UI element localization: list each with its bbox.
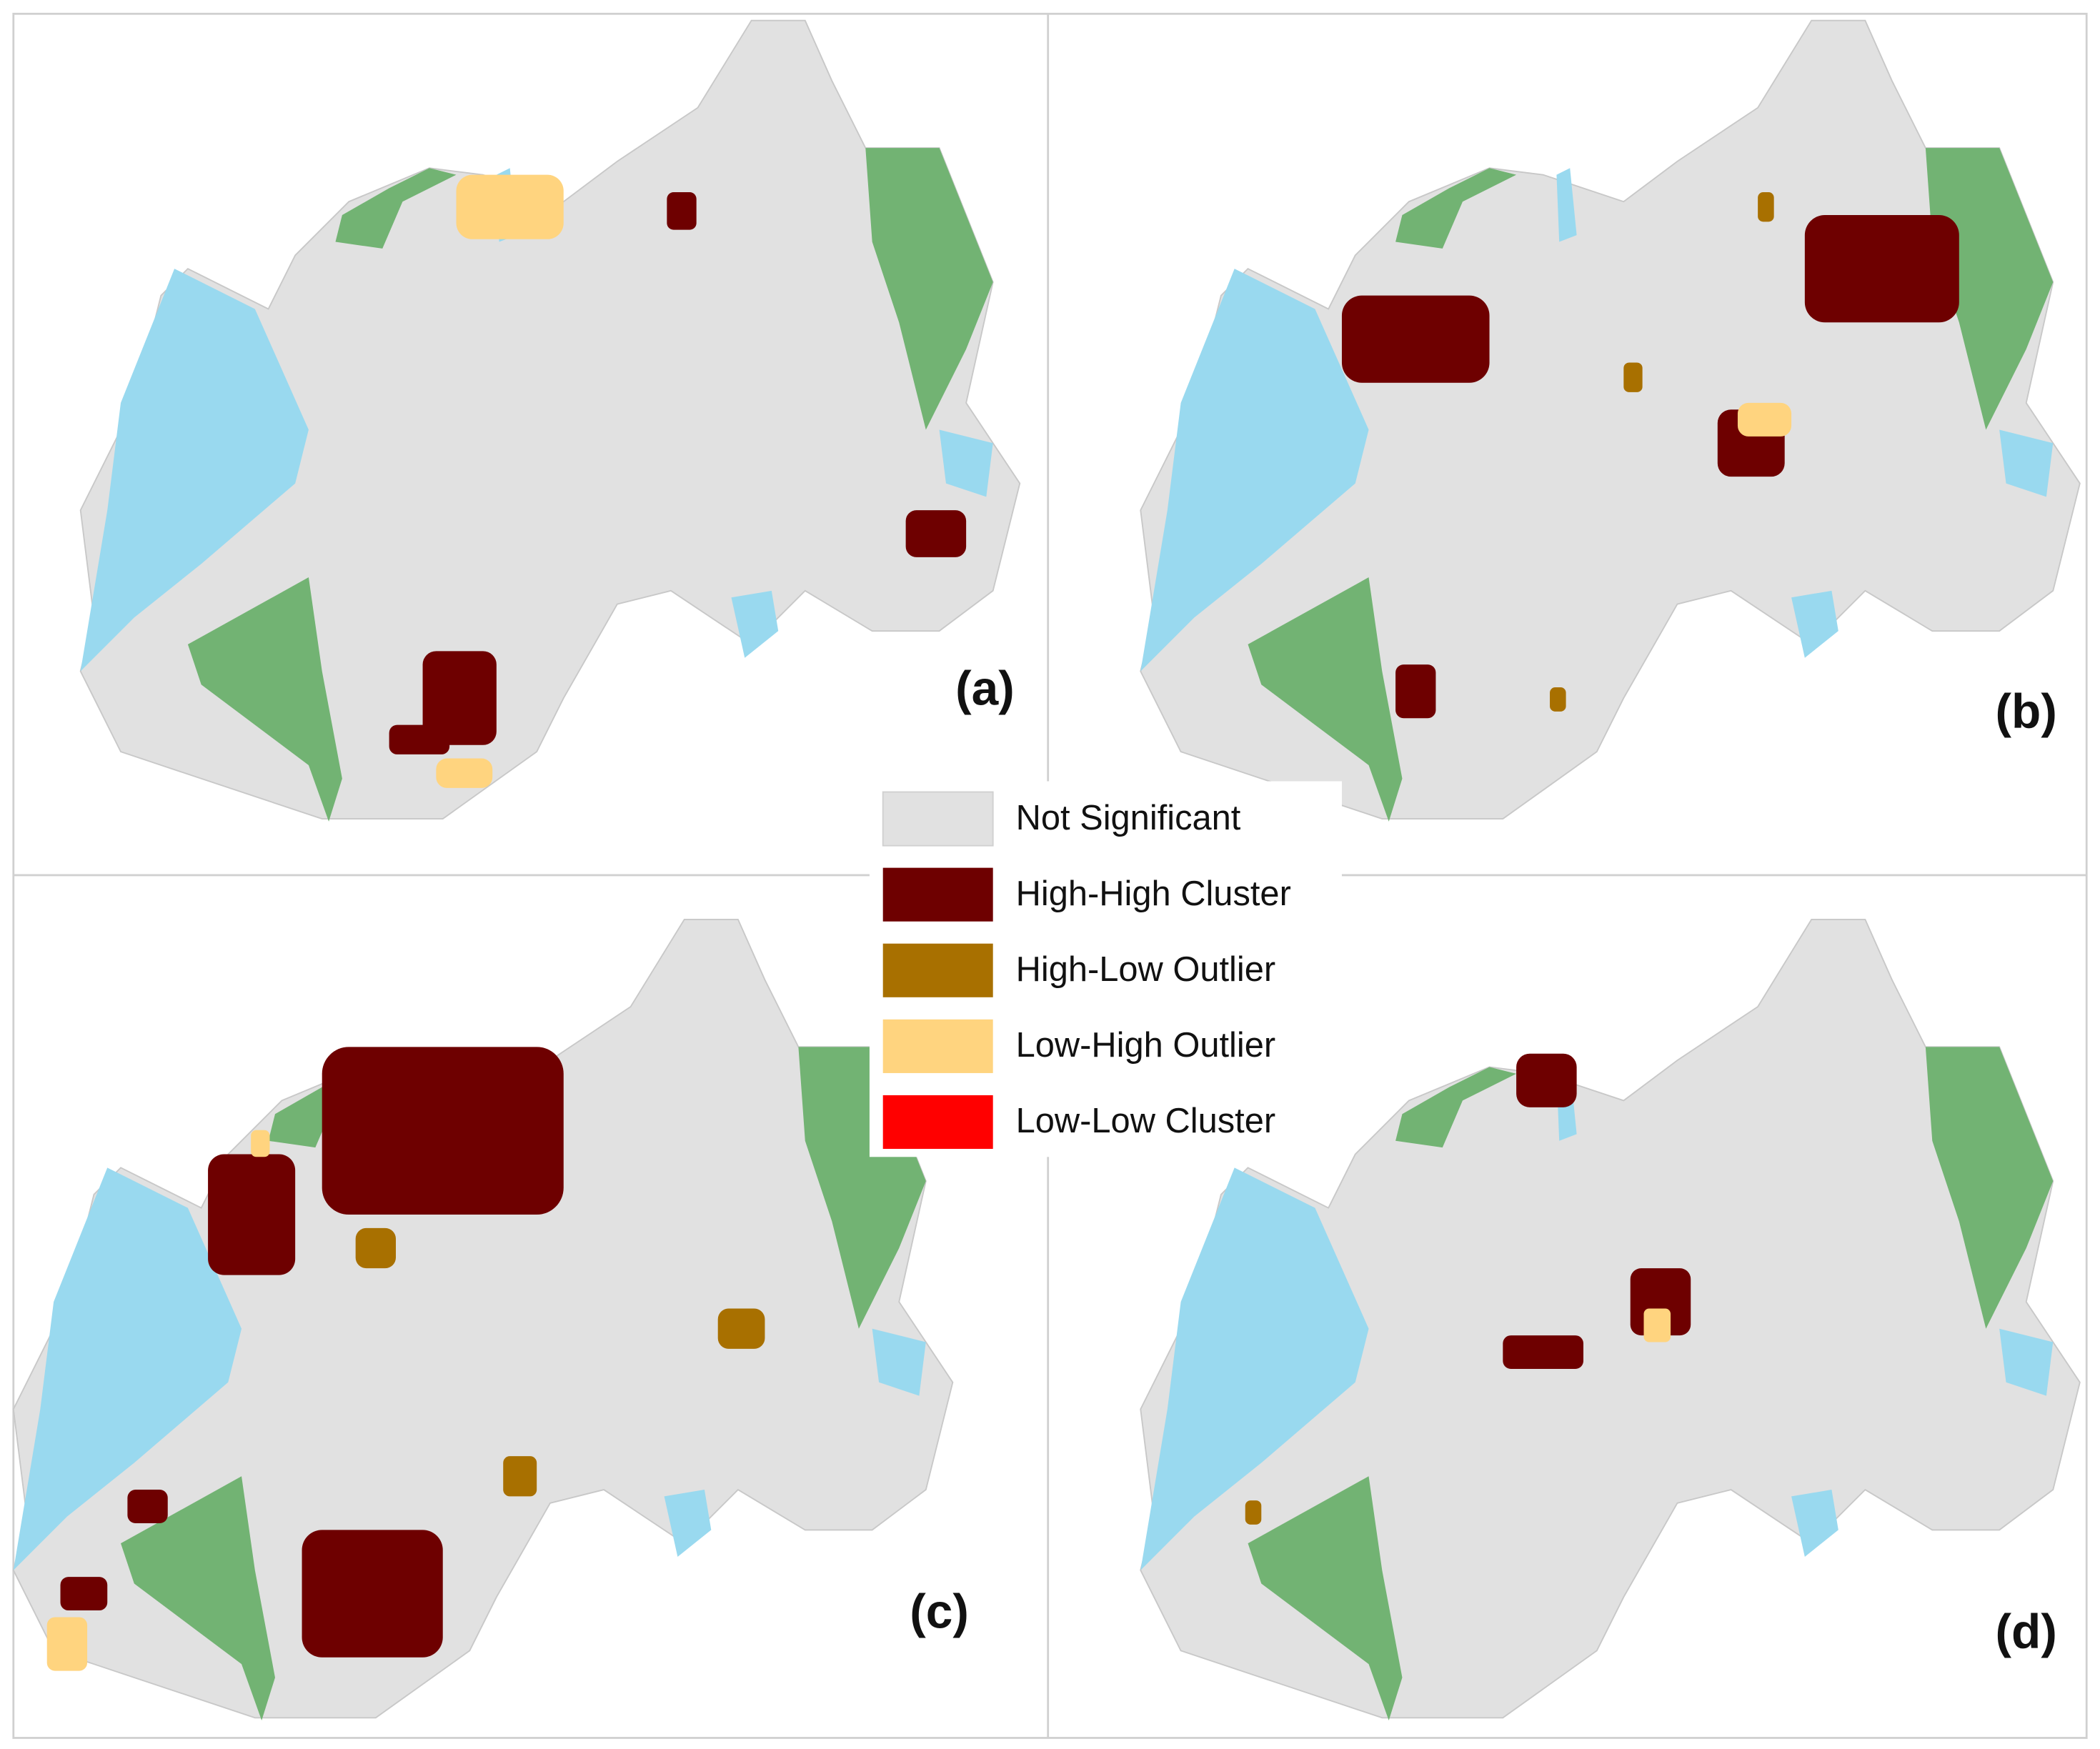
legend: Not Significant High-High Cluster High-Low…: [869, 781, 1342, 1157]
cluster-area: [1804, 214, 1959, 323]
cluster-area: [1737, 402, 1792, 437]
map-b: [1140, 19, 2081, 822]
map-a: [79, 19, 1021, 822]
cluster-area: [302, 1530, 443, 1658]
cluster-area: [503, 1456, 537, 1497]
cluster-area: [717, 1308, 765, 1349]
cluster-area: [322, 1047, 564, 1215]
panel-label: (a): [955, 662, 1015, 715]
legend-label: Low-High Outlier: [1016, 1026, 1276, 1065]
panel-label: (b): [1996, 684, 2057, 738]
legend-swatch: [882, 1095, 993, 1150]
legend-swatch: [882, 867, 993, 922]
legend-label: Not Significant: [1016, 799, 1241, 837]
cluster-area: [1395, 664, 1436, 719]
legend-label: High-High Cluster: [1016, 874, 1291, 913]
legend-label: Low-Low Cluster: [1016, 1102, 1276, 1140]
cluster-area: [355, 1227, 396, 1269]
cluster-area: [1758, 192, 1774, 222]
legend-label: High-Low Outlier: [1016, 950, 1276, 989]
legend-swatch: [882, 943, 993, 997]
cluster-area: [1503, 1335, 1583, 1370]
cluster-area: [127, 1490, 168, 1523]
cluster-area: [1341, 295, 1490, 383]
cluster-area: [1516, 1053, 1577, 1107]
map-d: [1140, 918, 2081, 1721]
cluster-area: [436, 758, 493, 788]
cluster-area: [251, 1130, 270, 1157]
cluster-area: [1623, 362, 1643, 392]
cluster-area: [1245, 1500, 1262, 1525]
panel-label: (c): [910, 1585, 969, 1638]
cluster-area: [905, 510, 967, 557]
cluster-area: [208, 1154, 296, 1275]
cluster-area: [1643, 1308, 1671, 1342]
panel-label: (d): [1996, 1605, 2057, 1659]
cluster-area: [456, 174, 564, 239]
cluster-area: [46, 1617, 88, 1671]
legend-swatch: [882, 791, 994, 847]
map-c: [12, 918, 954, 1721]
legend-swatch: [882, 1019, 993, 1073]
cluster-area: [1550, 687, 1566, 712]
cluster-area: [60, 1577, 108, 1611]
cluster-area: [667, 192, 697, 230]
cluster-area: [422, 651, 497, 745]
cluster-area: [389, 724, 450, 754]
